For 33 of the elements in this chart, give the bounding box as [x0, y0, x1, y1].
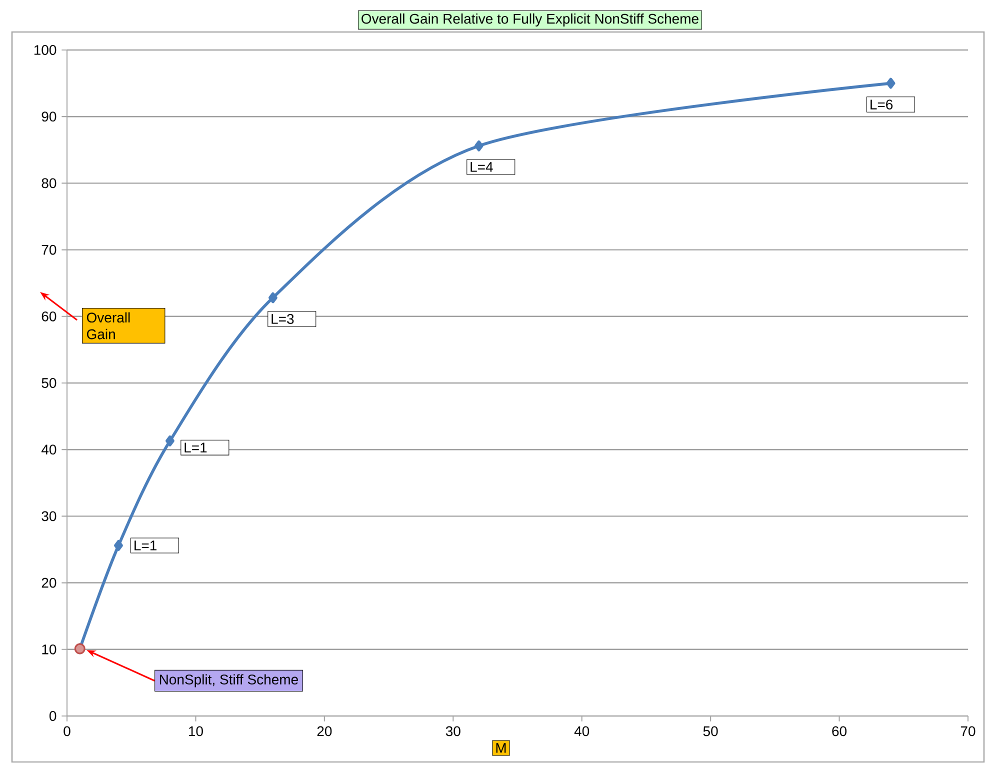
y-tick-label: 70 [42, 244, 56, 255]
x-tick-label: 10 [189, 726, 203, 736]
y-tick-label: 80 [42, 178, 56, 188]
y-tick-label: 0 [50, 711, 56, 721]
y-axis-title: Overall Gain [86, 312, 130, 340]
y-tick-label: 20 [42, 578, 56, 588]
point [474, 140, 484, 152]
y-tick-label: 50 [42, 378, 56, 388]
point [886, 78, 896, 89]
y-tick-label: 100 [34, 45, 56, 55]
annotation: L=4 [470, 162, 493, 172]
point [114, 540, 123, 551]
annotation: L=3 [272, 314, 294, 324]
point [166, 435, 174, 446]
y-tick-label: 60 [42, 311, 56, 322]
x-axis-title: M [496, 743, 506, 753]
x-tick-label: 0 [64, 726, 70, 736]
y-tick-label: 40 [41, 444, 56, 455]
x-tick-label: 40 [574, 726, 590, 736]
x-tick-label: 30 [446, 726, 460, 736]
chart-title: Overall Gain Relative to Fully Explicit NonStiff Scheme [362, 13, 698, 27]
annotation: L=6 [870, 100, 893, 110]
y-tick-label: 30 [42, 511, 56, 522]
x-tick-label: 20 [317, 726, 332, 736]
annotation: L=1 [134, 540, 156, 550]
x-tick-label: 70 [960, 726, 976, 736]
point [268, 292, 278, 304]
x-tick-label: 60 [832, 726, 847, 736]
annotation: NonSplit, Stiff Scheme [160, 674, 298, 688]
x-tick-label: 50 [703, 726, 718, 736]
y-tick-label: 10 [42, 644, 56, 654]
y-tick-label: 90 [42, 112, 56, 122]
annotation: L=1 [184, 442, 207, 452]
